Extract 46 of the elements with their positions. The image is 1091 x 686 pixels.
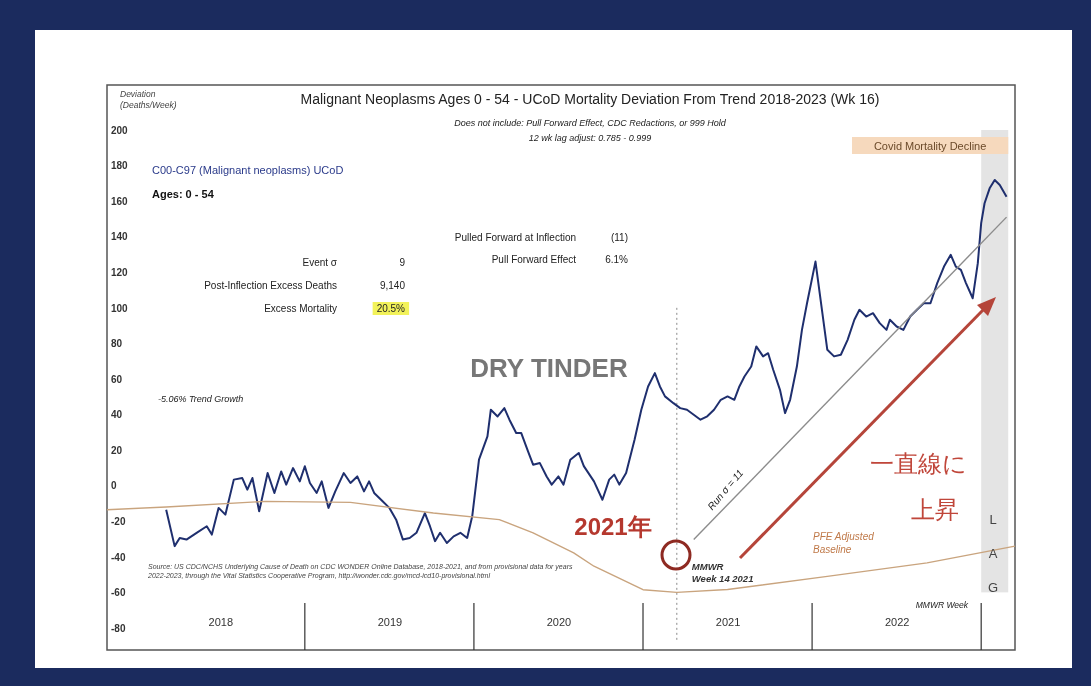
y-tick-label: 60	[111, 373, 123, 385]
ref-line-label: MMWR Week 14 2021	[691, 561, 754, 584]
annotation: Event σ	[302, 257, 338, 268]
y-tick-label: 0	[111, 480, 117, 492]
annotation: 上昇	[911, 496, 959, 523]
y-tick-label: 40	[111, 409, 123, 421]
x-tick-label: 2019	[377, 615, 403, 628]
x-tick-label: 2021	[715, 615, 741, 628]
annotation: 2021年	[574, 513, 652, 540]
y-tick-label: 180	[111, 160, 129, 172]
x-tick-label: 2020	[546, 615, 572, 628]
annotation: 9	[399, 257, 406, 268]
annotation: Pulled Forward at Inflection	[454, 232, 576, 243]
band-label: Covid Mortality Decline	[873, 140, 987, 152]
annotation: DRY TINDER	[470, 353, 628, 383]
annotation: Ages: 0 - 54	[152, 188, 215, 200]
annotation: (11)	[610, 232, 628, 243]
y-tick-label: 160	[111, 195, 129, 207]
annotation: 9,140	[379, 280, 406, 291]
y-tick-label: -40	[111, 551, 126, 563]
y-axis-title: Deviation (Deaths/Week)	[120, 89, 177, 110]
y-tick-label: -20	[111, 515, 126, 527]
y-tick-label: -80	[111, 622, 126, 634]
annotation: 一直線に	[869, 450, 967, 477]
y-tick-label: 80	[111, 338, 123, 350]
annotation: Excess Mortality	[264, 303, 337, 314]
annotation: -5.06% Trend Growth	[158, 394, 244, 404]
chart-title: Malignant Neoplasms Ages 0 - 54 - UCoD Mortality Deviation From Trend 2018-2023 (Wk 16)	[300, 91, 880, 107]
y-tick-label: 200	[111, 124, 129, 136]
y-tick-label: 140	[111, 231, 129, 243]
annotation: Run σ = 11	[705, 467, 746, 513]
annotation: PFE Adjusted Baseline	[813, 531, 875, 555]
annotation: 20.5%	[376, 303, 406, 314]
annotation: MMWR Week	[915, 600, 969, 610]
y-tick-label: -60	[111, 587, 126, 599]
annotation: Pull Forward Effect	[491, 254, 577, 265]
annotation: 6.1%	[605, 254, 629, 265]
annotation: Post-Inflection Excess Deaths	[204, 280, 337, 291]
y-tick-label: 100	[111, 302, 129, 314]
y-tick-label: 20	[111, 444, 123, 456]
x-tick-label: 2022	[884, 615, 910, 628]
text: LAG	[987, 512, 999, 595]
text: Does not include: Pull Forward Effect, CDC Redactions, or 999 Hold 12 wk lag adjust: 0.785 - 0.999	[454, 118, 727, 143]
annotation: C00-C97 (Malignant neoplasms) UCoD	[152, 164, 344, 176]
x-tick-label: 2018	[208, 615, 234, 628]
y-tick-label: 120	[111, 266, 129, 278]
